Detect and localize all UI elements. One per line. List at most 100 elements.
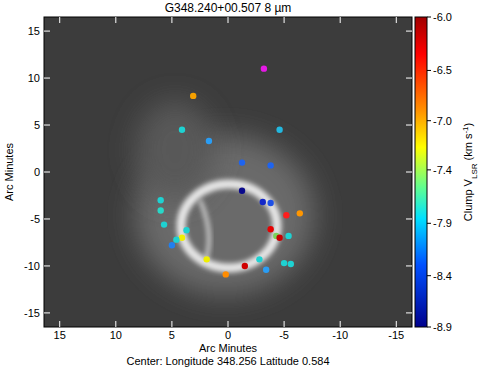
x-tick-label: -5	[279, 329, 289, 341]
filament	[200, 200, 209, 262]
clump	[256, 256, 262, 262]
y-tick-label: 15	[28, 25, 40, 37]
y-tick	[44, 265, 50, 266]
clump	[179, 235, 185, 241]
y-tick	[44, 31, 50, 32]
clump	[203, 256, 209, 262]
y-tick-label: 5	[34, 119, 40, 131]
clump	[267, 200, 273, 206]
clump	[267, 226, 273, 232]
x-tick-label: -15	[388, 329, 404, 341]
y-tick	[406, 218, 412, 219]
y-tick-label: -15	[24, 307, 40, 319]
clump	[267, 162, 273, 168]
y-tick	[44, 218, 50, 219]
y-tick	[44, 78, 50, 79]
clump	[281, 260, 287, 266]
colorbar-title: Clump VLSR (km s-1)	[461, 123, 479, 222]
clump	[190, 93, 196, 99]
clump	[239, 159, 245, 165]
clump	[276, 235, 282, 241]
clump	[173, 236, 179, 242]
y-tick-label: -10	[24, 260, 40, 272]
x-tick	[171, 321, 172, 327]
x-tick-label: 10	[110, 329, 122, 341]
points	[157, 65, 303, 277]
colorbar-tick-label: -7.0	[433, 115, 452, 127]
colorbar-tick-label: -8.9	[433, 321, 452, 333]
x-tick-label: -10	[332, 329, 348, 341]
colorbar-title-part: (km s	[462, 133, 474, 163]
y-tick	[406, 78, 412, 79]
colorbar-tick-label: -8.4	[433, 270, 452, 282]
y-tick	[406, 125, 412, 126]
x-tick	[284, 17, 285, 23]
clump	[157, 207, 163, 213]
y-axis-title: Arc Minutes	[3, 142, 15, 201]
y-tick	[406, 172, 412, 173]
caption: Center: Longitude 348.256 Latitude 0.584	[126, 355, 329, 367]
sky	[44, 17, 412, 327]
title: G348.240+00.507 8 µm	[165, 1, 292, 15]
colorbar-tick-label: -6.0	[433, 11, 452, 23]
colorbar-title-part: )	[462, 123, 474, 127]
sky-image	[44, 17, 412, 327]
colorbar-tick-label: -6.5	[433, 64, 452, 76]
chart: 15 10 5 0 -5 -10 -15 -15 -10 -5 0 5 10 15 G348.240+00.…	[0, 0, 488, 375]
clump	[283, 212, 289, 218]
clump	[157, 197, 163, 203]
colorbar-tick	[427, 70, 431, 71]
x-tick	[228, 17, 229, 23]
x-tick	[59, 17, 60, 23]
clump	[169, 242, 175, 248]
x-tick-label: 0	[225, 329, 231, 341]
clump	[206, 138, 212, 144]
colorbar-tick	[427, 327, 431, 328]
clump	[288, 261, 294, 267]
x-axis-title: Arc Minutes	[199, 342, 258, 354]
clump	[285, 233, 291, 239]
colorbar-tick	[427, 169, 431, 170]
clump	[260, 199, 266, 205]
clump	[223, 271, 229, 277]
colorbar-tick-label: -7.4	[433, 164, 452, 176]
colorbar-tick	[427, 275, 431, 276]
clump	[239, 188, 245, 194]
x-tick	[59, 321, 60, 327]
clump	[161, 221, 167, 227]
colorbar-tick	[427, 120, 431, 121]
y-tick	[44, 312, 50, 313]
diffuse-glow	[135, 100, 215, 200]
x-tick	[115, 17, 116, 23]
y-tick	[406, 265, 412, 266]
x-tick	[340, 17, 341, 23]
x-tick	[340, 321, 341, 327]
colorbar-tick	[427, 223, 431, 224]
y-tick-label: -5	[30, 213, 40, 225]
x-tick	[396, 321, 397, 327]
y-tick-label: 10	[28, 72, 40, 84]
colorbar	[415, 17, 427, 327]
y-tick	[44, 125, 50, 126]
colorbar-tick	[427, 17, 431, 18]
colorbar-title-part: LSR	[470, 163, 479, 179]
plot-frame	[44, 17, 412, 327]
colorbar-tick-label: -7.9	[433, 217, 452, 229]
x-tick	[284, 321, 285, 327]
clump	[179, 127, 185, 133]
y-tick	[406, 31, 412, 32]
bubble-rim	[181, 184, 277, 268]
y-tick-label: 0	[34, 166, 40, 178]
x-tick	[115, 321, 116, 327]
colorbar-title-part: Clump V	[462, 178, 474, 221]
x-tick	[396, 17, 397, 23]
x-tick	[228, 321, 229, 327]
x-tick-label: 5	[169, 329, 175, 341]
clump	[242, 263, 248, 269]
clump	[183, 227, 189, 233]
y-tick	[406, 312, 412, 313]
x-tick	[171, 17, 172, 23]
y-tick	[44, 172, 50, 173]
x-tick-label: 15	[54, 329, 66, 341]
clump	[297, 210, 303, 216]
